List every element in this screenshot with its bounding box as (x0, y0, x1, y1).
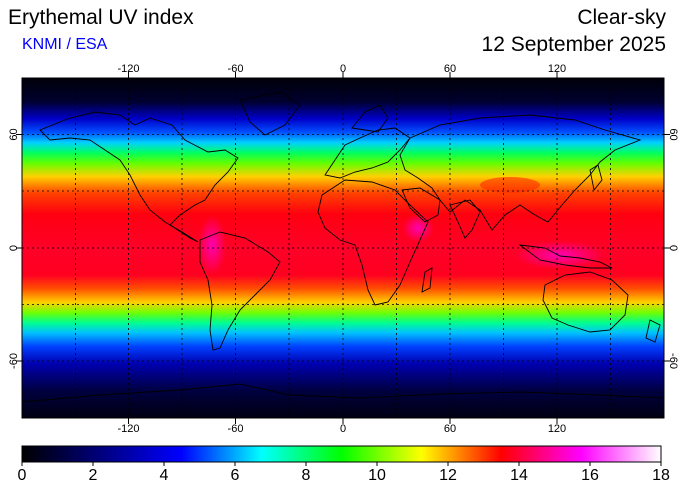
lat-tick-label: 60 (667, 128, 679, 140)
lat-tick-label: -60 (667, 353, 679, 369)
colorbar-tick-label: 10 (368, 467, 386, 484)
coast-greenland (239, 91, 301, 136)
credit-label: KNMI / ESA (22, 36, 108, 53)
coast-australia (542, 271, 629, 333)
lon-tick-label: -120 (117, 63, 139, 75)
coastlines (22, 91, 664, 403)
colorbar-tick-label: 18 (652, 467, 670, 484)
chart-title: Erythemal UV index (8, 6, 194, 29)
colorbar-tick-label: 2 (89, 467, 98, 484)
uv-hotspot-andes (198, 215, 226, 275)
colorbar-tick-label: 4 (160, 467, 169, 484)
axis-ticks (16, 72, 670, 424)
coast-india (449, 199, 481, 239)
coast-arabia (401, 187, 441, 223)
colorbar-labels: 0 2 4 6 8 10 12 14 16 18 (18, 462, 670, 484)
colorbar (21, 445, 662, 463)
colorbar-tick-label: 14 (510, 467, 528, 484)
colorbar-tick-label: 12 (439, 467, 457, 484)
coast-africa (317, 179, 429, 306)
lon-labels-top: -120 -60 0 60 120 (117, 63, 566, 75)
lon-labels-bottom: -120 -60 0 60 120 (117, 423, 566, 435)
coast-indonesia (518, 244, 613, 269)
colorbar-tick-label: 6 (231, 467, 240, 484)
date-label: 12 September 2025 (481, 33, 666, 56)
colorbar-tick-label: 0 (18, 467, 27, 484)
lon-tick-label: 0 (340, 63, 346, 75)
lon-tick-label: -60 (228, 423, 244, 435)
coast-south-america (199, 231, 281, 351)
coast-madagascar (421, 267, 433, 293)
lon-tick-label: 60 (444, 423, 456, 435)
colorbar-tick-label: 8 (302, 467, 311, 484)
colorbar-tick-label: 16 (581, 467, 599, 484)
uv-hotspot-tibet (480, 177, 540, 193)
lon-tick-label: 0 (340, 423, 346, 435)
graticule (22, 78, 664, 418)
lat-tick-label: 60 (8, 128, 20, 140)
lon-tick-label: 120 (548, 423, 566, 435)
lon-tick-label: 120 (548, 63, 566, 75)
coast-scandinavia (351, 104, 389, 133)
uv-hotspot-maritime (515, 241, 605, 269)
coast-new-zealand (645, 319, 661, 343)
lat-labels-left: 60 0 -60 (8, 128, 20, 369)
lat-tick-label: 0 (667, 245, 679, 251)
lat-tick-label: 0 (8, 245, 20, 251)
uv-hotspot-east-africa (402, 214, 434, 242)
lat-tick-label: -60 (8, 353, 20, 369)
coast-antarctica (22, 383, 664, 403)
lon-tick-label: -60 (228, 63, 244, 75)
mode-label: Clear-sky (577, 6, 666, 29)
lon-tick-label: -120 (117, 423, 139, 435)
coast-asia (399, 114, 642, 231)
lat-labels-right: 60 0 -60 (667, 128, 679, 369)
coast-japan (589, 164, 603, 192)
lon-tick-label: 60 (444, 63, 456, 75)
coast-north-america (39, 111, 239, 243)
